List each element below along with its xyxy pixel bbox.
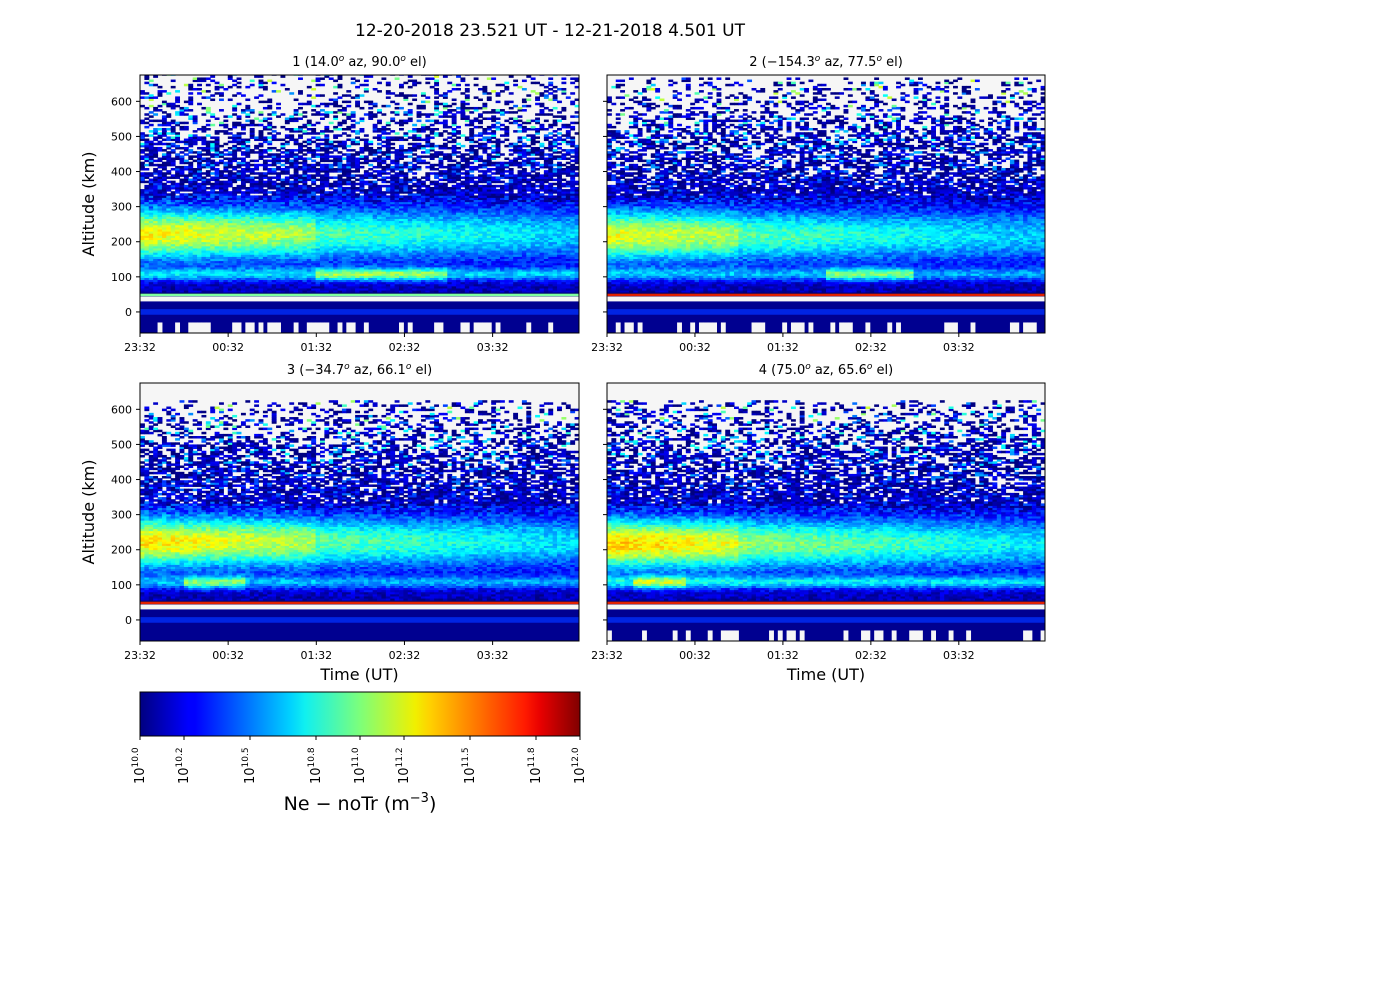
colorbar-tick-label: 1011.5 [461, 747, 478, 784]
y-tick-label: 500 [111, 438, 132, 451]
x-tick-label: 01:32 [767, 649, 799, 662]
colorbar-tick-label: 1010.2 [175, 747, 192, 784]
y-tick-label: 300 [111, 509, 132, 522]
x-tick-label: 02:32 [389, 649, 421, 662]
figure-title: 12-20-2018 23.521 UT - 12-21-2018 4.501 … [355, 21, 746, 41]
x-tick-label: 23:32 [591, 649, 623, 662]
panel-3-heatmap [140, 400, 579, 641]
y-tick-label: 100 [111, 271, 132, 284]
colorbar-label-exponent: −3 [410, 791, 429, 806]
x-tick-label: 00:32 [679, 341, 711, 354]
panel-3-title: 3 (−34.7o az, 66.1o el) [287, 362, 432, 378]
y-tick-label: 200 [111, 236, 132, 249]
panel-2-heatmap [607, 77, 1045, 333]
x-tick-label: 02:32 [389, 341, 421, 354]
x-tick-label: 03:32 [477, 341, 509, 354]
x-tick-label: 23:32 [124, 341, 156, 354]
x-tick-label: 00:32 [212, 341, 244, 354]
x-tick-label: 01:32 [300, 341, 332, 354]
y-tick-label: 0 [125, 306, 132, 319]
y-tick-label: 400 [111, 166, 132, 179]
panel-1-heatmap [140, 75, 579, 333]
x-tick-label: 03:32 [943, 341, 975, 354]
colorbar-ticks: 1010.0 1010.2 1010.5 1010.8 1011.0 1011.2 1011… [131, 736, 588, 784]
x-tick-label: 03:32 [477, 649, 509, 662]
x-tick-label: 00:32 [212, 649, 244, 662]
panel-3-xlabel: Time (UT) [319, 665, 398, 684]
y-tick-label: 600 [111, 95, 132, 108]
panel-1-title: 1 (14.0o az, 90.0o el) [292, 54, 426, 70]
panel-2-title: 2 (−154.3o az, 77.5o el) [749, 54, 903, 70]
panel-4-title: 4 (75.0o az, 65.6o el) [759, 362, 893, 378]
panel-4-heatmap [607, 400, 1045, 641]
panel-3-frame [139, 382, 580, 642]
x-tick-label: 03:32 [943, 649, 975, 662]
y-tick-label: 300 [111, 201, 132, 214]
colorbar-tick-label: 1010.8 [307, 747, 324, 784]
colorbar: 1010.0 1010.2 1010.5 1010.8 1011.0 1011.2 1011… [131, 691, 588, 815]
panel-1-ylabel: Altitude (km) [79, 152, 98, 257]
panel-1: 1 (14.0o az, 90.0o el) 0 100 200 300 400 500 60… [79, 54, 580, 354]
colorbar-label-main: Ne − noTr (m [284, 793, 410, 815]
panel-2: 2 (−154.3o az, 77.5o el) 23:32 00:32 01:32 0… [591, 54, 1046, 354]
colorbar-gradient [139, 691, 581, 737]
colorbar-tick-label: 1010.0 [131, 747, 148, 784]
y-tick-label: 0 [125, 614, 132, 627]
panel-2-frame [606, 74, 1046, 334]
panel-4-frame [606, 382, 1046, 642]
colorbar-tick-label: 1011.0 [351, 747, 368, 784]
y-tick-label: 400 [111, 474, 132, 487]
colorbar-label-close: ) [429, 793, 436, 815]
panels-group: 1 (14.0o az, 90.0o el) 0 100 200 300 400 500 60… [79, 54, 1046, 684]
x-tick-label: 02:32 [855, 341, 887, 354]
y-tick-label: 500 [111, 130, 132, 143]
y-tick-label: 100 [111, 579, 132, 592]
panel-3-ylabel: Altitude (km) [79, 460, 98, 565]
panel-3: 3 (−34.7o az, 66.1o el) 0 100 200 300 400 500 6… [79, 362, 580, 684]
panel-4: 4 (75.0o az, 65.6o el) 23:32 00:32 01:32 02:… [591, 362, 1046, 684]
colorbar-tick-label: 1010.5 [241, 747, 258, 784]
colorbar-label: Ne − noTr (m−3) [284, 791, 437, 815]
x-tick-label: 23:32 [124, 649, 156, 662]
panel-4-xlabel: Time (UT) [786, 665, 865, 684]
x-tick-label: 23:32 [591, 341, 623, 354]
y-tick-label: 200 [111, 544, 132, 557]
x-tick-label: 02:32 [855, 649, 887, 662]
colorbar-tick-label: 1011.8 [527, 747, 544, 784]
x-tick-label: 01:32 [767, 341, 799, 354]
y-tick-label: 600 [111, 403, 132, 416]
x-tick-label: 00:32 [679, 649, 711, 662]
colorbar-tick-label: 1012.0 [571, 747, 588, 784]
colorbar-tick-label: 1011.2 [395, 747, 412, 784]
panel-1-frame [139, 74, 580, 334]
x-tick-label: 01:32 [300, 649, 332, 662]
